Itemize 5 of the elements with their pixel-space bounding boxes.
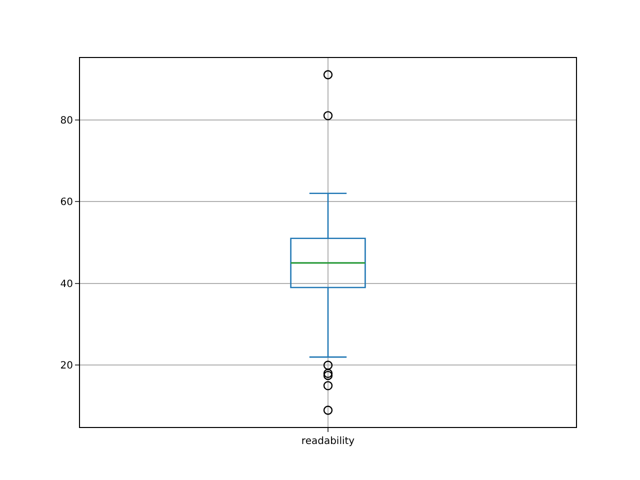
y-tick-label: 40 bbox=[60, 278, 73, 290]
y-tick-label: 60 bbox=[60, 197, 73, 208]
y-tick-label: 80 bbox=[60, 115, 73, 126]
y-tick-label: 20 bbox=[60, 360, 73, 372]
x-tick-label: readability bbox=[301, 436, 355, 447]
